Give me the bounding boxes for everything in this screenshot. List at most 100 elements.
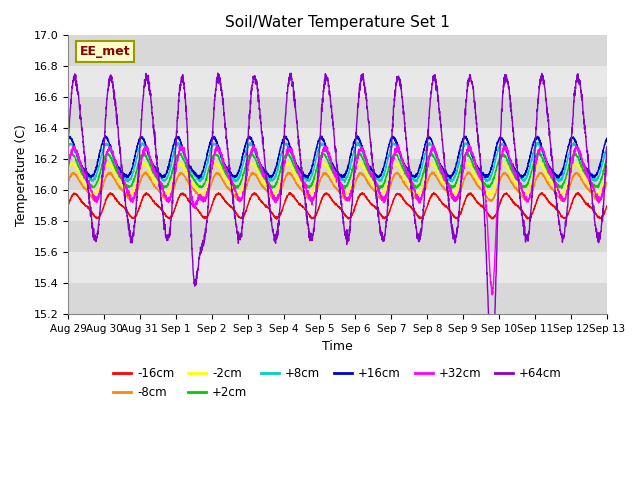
+2cm — [376, 186, 383, 192]
-2cm — [64, 168, 72, 174]
-8cm — [158, 192, 166, 198]
+32cm — [603, 165, 611, 171]
+16cm — [271, 168, 279, 174]
-16cm — [593, 212, 600, 218]
-2cm — [535, 160, 543, 166]
+64cm — [593, 235, 600, 240]
+32cm — [271, 198, 278, 204]
-8cm — [92, 199, 99, 204]
+8cm — [294, 167, 302, 172]
Line: -16cm: -16cm — [68, 192, 607, 219]
Line: +64cm: +64cm — [68, 73, 607, 371]
-16cm — [345, 216, 353, 222]
Bar — [68, 252, 607, 283]
+2cm — [593, 183, 600, 189]
Line: -8cm: -8cm — [68, 172, 607, 202]
+64cm — [294, 133, 302, 139]
+32cm — [157, 184, 165, 190]
+8cm — [341, 180, 349, 185]
+2cm — [603, 157, 611, 163]
+8cm — [603, 144, 611, 150]
+32cm — [64, 162, 72, 168]
+16cm — [294, 164, 302, 170]
+64cm — [64, 145, 72, 151]
+8cm — [157, 176, 165, 181]
-2cm — [125, 191, 133, 196]
+32cm — [488, 292, 496, 298]
-2cm — [284, 159, 292, 165]
+16cm — [158, 174, 166, 180]
+16cm — [535, 134, 543, 140]
-16cm — [535, 193, 543, 199]
-16cm — [603, 203, 611, 209]
+16cm — [64, 136, 72, 142]
Line: +32cm: +32cm — [68, 144, 607, 295]
Bar — [68, 36, 607, 66]
+64cm — [214, 70, 221, 76]
-16cm — [157, 207, 165, 213]
+8cm — [535, 141, 543, 147]
+32cm — [535, 147, 543, 153]
Bar — [68, 221, 607, 252]
-16cm — [294, 200, 302, 205]
-8cm — [294, 184, 302, 190]
-2cm — [603, 168, 611, 173]
-2cm — [271, 190, 278, 196]
-8cm — [64, 180, 72, 186]
+2cm — [157, 181, 165, 187]
-8cm — [535, 171, 543, 177]
-16cm — [271, 214, 278, 220]
+8cm — [64, 144, 72, 149]
-8cm — [126, 196, 134, 202]
Legend: -16cm, -8cm, -2cm, +2cm, +8cm, +16cm, +32cm, +64cm: -16cm, -8cm, -2cm, +2cm, +8cm, +16cm, +3… — [109, 362, 566, 403]
+32cm — [593, 193, 600, 199]
Line: +8cm: +8cm — [68, 142, 607, 182]
-8cm — [271, 197, 278, 203]
+8cm — [125, 178, 133, 183]
Bar — [68, 97, 607, 128]
-2cm — [294, 176, 302, 182]
Bar — [68, 191, 607, 221]
-8cm — [464, 169, 472, 175]
+8cm — [271, 175, 278, 180]
+32cm — [294, 168, 302, 173]
Text: EE_met: EE_met — [80, 45, 131, 58]
+2cm — [294, 171, 302, 177]
+2cm — [64, 156, 72, 162]
+64cm — [488, 368, 495, 373]
-2cm — [157, 187, 165, 192]
-2cm — [593, 191, 600, 196]
+16cm — [195, 176, 203, 181]
-16cm — [64, 203, 72, 208]
-16cm — [125, 212, 133, 217]
X-axis label: Time: Time — [322, 339, 353, 353]
Line: +16cm: +16cm — [68, 135, 607, 179]
+32cm — [213, 142, 221, 147]
+2cm — [464, 150, 472, 156]
+64cm — [157, 198, 165, 204]
+64cm — [535, 92, 543, 98]
+32cm — [125, 190, 133, 196]
Y-axis label: Temperature (C): Temperature (C) — [15, 124, 28, 226]
Bar — [68, 159, 607, 191]
Line: +2cm: +2cm — [68, 153, 607, 189]
+64cm — [271, 234, 278, 240]
+2cm — [271, 183, 278, 189]
+2cm — [535, 151, 543, 156]
-8cm — [603, 180, 611, 186]
Line: -2cm: -2cm — [68, 162, 607, 195]
+64cm — [125, 232, 133, 238]
+8cm — [354, 139, 362, 145]
+2cm — [125, 183, 133, 189]
+16cm — [102, 132, 109, 138]
+16cm — [603, 135, 611, 141]
+16cm — [126, 170, 134, 176]
+64cm — [603, 144, 611, 149]
Bar — [68, 66, 607, 97]
Title: Soil/Water Temperature Set 1: Soil/Water Temperature Set 1 — [225, 15, 450, 30]
-2cm — [270, 192, 278, 198]
Bar — [68, 283, 607, 314]
-8cm — [593, 196, 600, 202]
-16cm — [430, 190, 438, 195]
Bar — [68, 128, 607, 159]
